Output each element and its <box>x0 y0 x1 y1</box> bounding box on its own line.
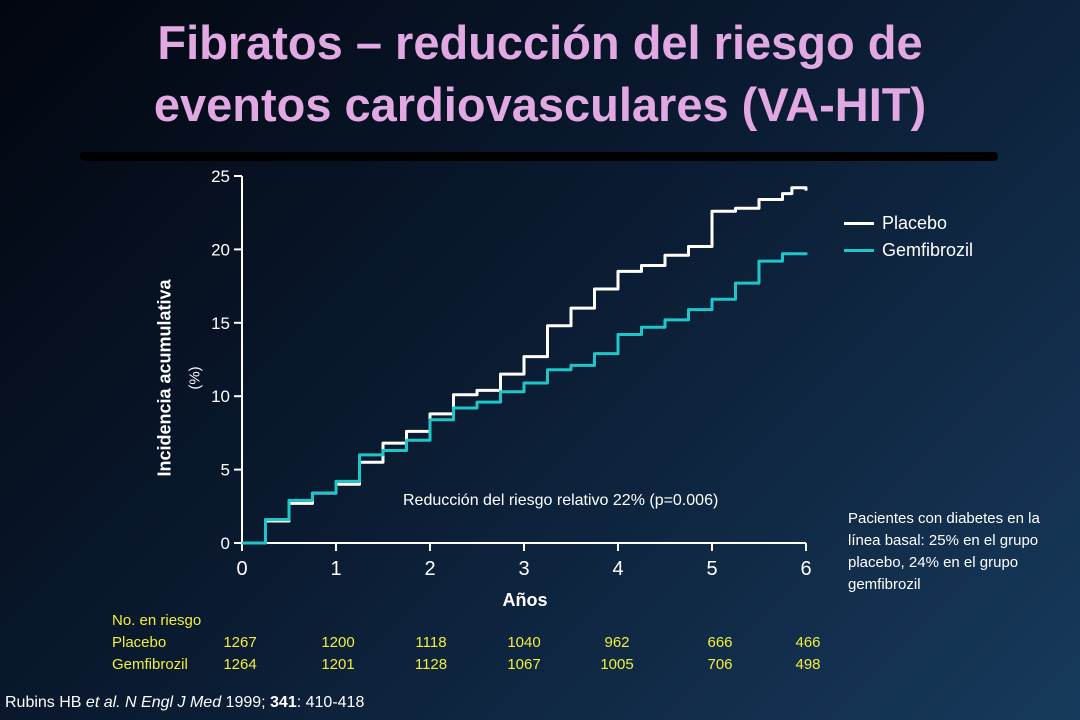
legend-item-placebo: Placebo <box>844 210 973 237</box>
citation-volume: 341 <box>270 694 297 711</box>
legend-item-gemfibrozil: Gemfibrozil <box>844 237 973 264</box>
y-axis-title: Incidencia acumulativa <box>154 279 175 477</box>
legend-label-gemfibrozil: Gemfibrozil <box>882 240 974 260</box>
legend-swatch-placebo <box>844 222 874 225</box>
at-risk-cell: 706 <box>707 656 733 673</box>
x-tick-label: 6 <box>800 558 811 580</box>
at-risk-cell: 666 <box>707 634 733 651</box>
at-risk-cell: 1067 <box>507 656 541 673</box>
x-tick-label: 1 <box>330 558 341 580</box>
citation-authors: Rubins HB <box>5 694 86 711</box>
y-tick-label: 20 <box>211 240 230 259</box>
at-risk-row-label: Gemfibrozil <box>112 656 188 673</box>
x-tick-label: 4 <box>612 558 623 580</box>
citation-year: 1999; <box>221 694 271 711</box>
citation: Rubins HB et al. N Engl J Med 1999; 341:… <box>5 694 364 712</box>
legend-swatch-gemfibrozil <box>844 249 874 252</box>
y-tick-label: 25 <box>211 167 230 186</box>
at-risk-cell: 1005 <box>600 656 634 673</box>
chart-legend: Placebo Gemfibrozil <box>844 210 973 264</box>
at-risk-row-label: Placebo <box>112 634 167 651</box>
at-risk-cell: 1128 <box>414 656 448 673</box>
title-line-1: Fibratos – reducción del riesgo de <box>157 16 923 69</box>
at-risk-cell: 1201 <box>321 656 355 673</box>
at-risk-header: No. en riesgo <box>112 612 202 629</box>
x-tick-label: 3 <box>518 558 529 580</box>
y-tick-label: 15 <box>211 314 230 333</box>
x-tick-label: 0 <box>236 558 247 580</box>
y-tick-label: 0 <box>221 534 230 553</box>
relative-risk-annotation: Reducción del riesgo relativo 22% (p=0.0… <box>403 492 719 509</box>
x-tick-label: 2 <box>424 558 435 580</box>
at-risk-row-placebo: Placebo 1267 1200 1118 1040 962 666 466 <box>112 634 832 654</box>
title-line-2: eventos cardiovasculares (VA-HIT) <box>153 78 927 131</box>
at-risk-cell: 466 <box>795 634 821 651</box>
diabetes-note: Pacientes con diabetes en la línea basal… <box>848 510 1040 593</box>
at-risk-cell: 1200 <box>321 634 355 651</box>
at-risk-row-gemfibrozil: Gemfibrozil 1264 1201 1128 1067 1005 706… <box>112 656 832 676</box>
legend-label-placebo: Placebo <box>882 213 948 233</box>
citation-journal: et al. N Engl J Med <box>85 694 222 711</box>
at-risk-cell: 962 <box>604 634 630 651</box>
citation-pages: : 410-418 <box>296 694 365 711</box>
placebo-line <box>242 186 808 545</box>
x-tick-label: 5 <box>706 558 717 580</box>
title-divider <box>80 152 998 161</box>
y-axis-unit: (%) <box>186 366 204 390</box>
y-tick-label: 5 <box>221 461 230 480</box>
slide-title: Fibratos – reducción del riesgo de event… <box>20 12 1060 136</box>
at-risk-cell: 498 <box>795 656 821 673</box>
y-tick-label: 10 <box>211 387 230 406</box>
gemfibrozil-line <box>242 252 808 545</box>
at-risk-cell: 1267 <box>223 634 257 651</box>
at-risk-cell: 1040 <box>507 634 541 651</box>
at-risk-cell: 1118 <box>415 634 447 651</box>
at-risk-cell: 1264 <box>223 656 257 673</box>
x-axis-label: Años <box>502 590 548 610</box>
